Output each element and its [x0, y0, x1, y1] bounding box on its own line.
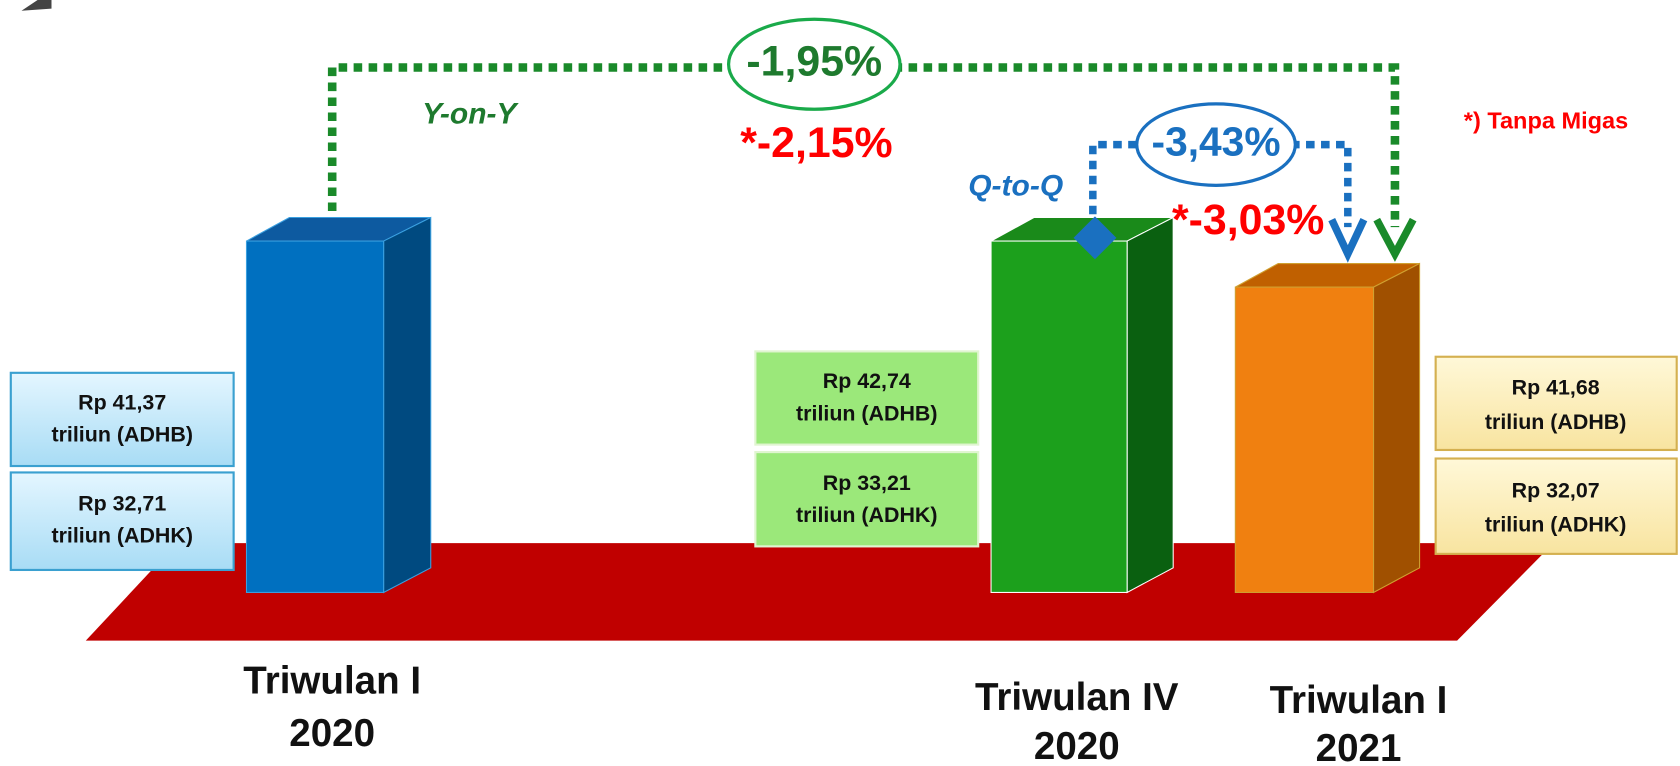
qtq-value: -3,43%: [1152, 118, 1281, 164]
period-label: 2021: [1316, 727, 1402, 766]
bar-q1-2020: [245, 216, 432, 594]
period-label: Triwulan I: [1270, 679, 1448, 722]
yoy-label: Y-on-Y: [422, 98, 519, 131]
box-text: Rp 32,71: [78, 491, 166, 515]
qtq-connector: [1073, 102, 1368, 263]
box-text: triliun (ADHK): [796, 503, 938, 527]
period-label: Triwulan IV: [975, 676, 1179, 719]
qtq-label: Q-to-Q: [968, 169, 1063, 202]
box-text: triliun (ADHB): [51, 423, 193, 447]
box-text: Rp 41,37: [78, 391, 166, 415]
yoy-nonmigas: *-2,15%: [740, 119, 892, 167]
box-text: triliun (ADHB): [796, 401, 938, 425]
period-label: 2020: [1034, 725, 1120, 766]
bar-q1-2021: [1234, 262, 1421, 594]
box-text: Rp 32,07: [1512, 478, 1600, 502]
box-text: triliun (ADHK): [1485, 513, 1627, 537]
box-text: Rp 42,74: [823, 369, 911, 393]
yoy-value: -1,95%: [746, 38, 882, 86]
bar-q4-2020: [990, 216, 1174, 594]
corner-icon: [21, 0, 52, 11]
box-text: Rp 33,21: [823, 471, 911, 495]
box-text: triliun (ADHB): [1485, 410, 1627, 434]
yoy-connector: [327, 17, 1417, 262]
qtq-nonmigas: *-3,03%: [1172, 196, 1324, 244]
value-boxes: [9, 350, 1678, 572]
floor: [85, 543, 1554, 641]
period-label: 2020: [289, 712, 375, 755]
note: *) Tanpa Migas: [1464, 107, 1628, 133]
period-label: Triwulan I: [243, 660, 421, 703]
box-text: triliun (ADHK): [51, 523, 193, 547]
box-text: Rp 41,68: [1512, 376, 1600, 400]
